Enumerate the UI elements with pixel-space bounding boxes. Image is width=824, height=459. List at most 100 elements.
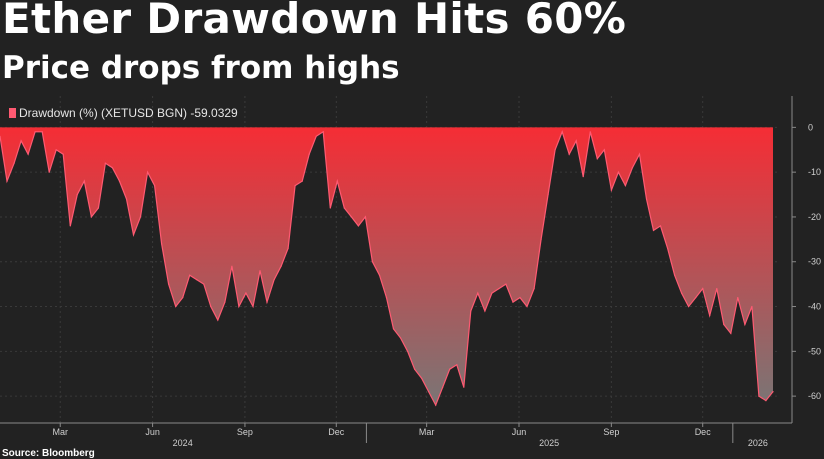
- data-point: [20, 140, 22, 142]
- data-point: [69, 225, 71, 227]
- data-point: [238, 305, 240, 308]
- y-tick-label: 0: [808, 122, 813, 132]
- data-point: [224, 301, 226, 303]
- data-point: [470, 310, 472, 312]
- data-point: [533, 288, 535, 290]
- year-label: 2026: [748, 438, 768, 448]
- data-point: [266, 301, 268, 303]
- data-point: [364, 216, 366, 218]
- data-point: [737, 297, 739, 299]
- data-point: [652, 229, 655, 231]
- data-point: [315, 135, 317, 137]
- x-tick-label: Sep: [237, 427, 253, 437]
- data-point: [0, 135, 1, 137]
- x-tick-label: Dec: [328, 427, 345, 437]
- data-point: [97, 207, 99, 209]
- data-point: [449, 368, 451, 370]
- data-point: [196, 279, 198, 281]
- data-point: [582, 176, 584, 178]
- data-point: [385, 297, 388, 299]
- data-point: [125, 198, 128, 200]
- data-point: [695, 297, 697, 299]
- data-point: [48, 171, 50, 173]
- data-point: [399, 337, 402, 339]
- data-point: [357, 225, 359, 227]
- data-point: [730, 332, 732, 334]
- data-point: [273, 279, 275, 281]
- data-point: [512, 301, 514, 303]
- data-point: [568, 153, 570, 155]
- data-point: [505, 283, 507, 285]
- data-point: [294, 185, 296, 187]
- data-point: [645, 198, 648, 200]
- data-point: [723, 323, 725, 326]
- data-point: [681, 292, 683, 294]
- data-point: [308, 153, 310, 155]
- data-point: [13, 162, 15, 164]
- data-point: [231, 265, 233, 267]
- data-point: [322, 131, 324, 133]
- x-tick-label: Jun: [145, 427, 160, 437]
- data-point: [210, 305, 212, 308]
- data-point: [702, 288, 704, 290]
- y-tick-label: -30: [808, 257, 821, 267]
- y-tick-label: -20: [808, 212, 821, 222]
- data-point: [62, 153, 64, 155]
- axes: Mar Jun Sep Dec Mar Jun Sep Dec 0 -10 -20 -30 -40 -50…: [0, 96, 821, 448]
- data-point: [716, 288, 718, 290]
- y-tick-label: -50: [808, 346, 821, 356]
- data-point: [547, 193, 549, 196]
- data-point: [540, 238, 542, 240]
- data-point: [463, 386, 465, 388]
- data-point: [189, 274, 191, 276]
- data-point: [688, 305, 690, 308]
- data-point: [111, 167, 113, 169]
- data-point: [378, 274, 381, 276]
- data-point: [498, 288, 500, 290]
- legend: Drawdown (%) (XETUSD BGN) -59.0329: [9, 106, 238, 120]
- data-point: [575, 140, 577, 142]
- data-point: [526, 305, 528, 308]
- year-label: 2024: [173, 438, 193, 448]
- y-tick-label: -10: [808, 167, 821, 177]
- data-point: [118, 180, 121, 182]
- data-point: [287, 247, 289, 249]
- chart-subtitle: Price drops from highs: [2, 50, 400, 86]
- data-point: [421, 377, 423, 379]
- source-note: Source: Bloomberg: [2, 448, 95, 459]
- data-points: [0, 131, 774, 406]
- x-tick-label: Dec: [695, 427, 712, 437]
- data-point: [203, 283, 205, 285]
- data-point: [168, 283, 170, 285]
- data-point: [610, 189, 613, 191]
- data-point: [139, 216, 142, 218]
- data-point: [34, 131, 36, 133]
- data-point: [161, 243, 163, 245]
- data-point: [301, 180, 303, 182]
- data-point: [561, 131, 563, 133]
- drawdown-area: [0, 127, 773, 406]
- data-point: [55, 149, 57, 151]
- data-point: [596, 158, 598, 160]
- data-point: [617, 171, 620, 173]
- data-point: [589, 131, 591, 133]
- x-tick-label: Jun: [512, 427, 527, 437]
- data-point: [41, 131, 43, 133]
- data-point: [751, 305, 753, 308]
- x-tick-label: Mar: [419, 427, 435, 437]
- x-tick-label: Sep: [603, 427, 619, 437]
- data-point: [744, 323, 746, 326]
- legend-label: Drawdown (%) (XETUSD BGN) -59.0329: [19, 106, 238, 120]
- data-point: [442, 386, 444, 388]
- data-point: [252, 305, 254, 308]
- y-tick-label: -40: [808, 302, 821, 312]
- data-point: [175, 305, 177, 308]
- data-point: [83, 180, 85, 182]
- data-point: [435, 404, 437, 406]
- data-point: [519, 297, 521, 299]
- data-point: [772, 391, 774, 393]
- data-point: [280, 265, 282, 267]
- data-point: [245, 292, 247, 294]
- data-point: [554, 149, 556, 151]
- y-tick-label: -60: [808, 391, 821, 401]
